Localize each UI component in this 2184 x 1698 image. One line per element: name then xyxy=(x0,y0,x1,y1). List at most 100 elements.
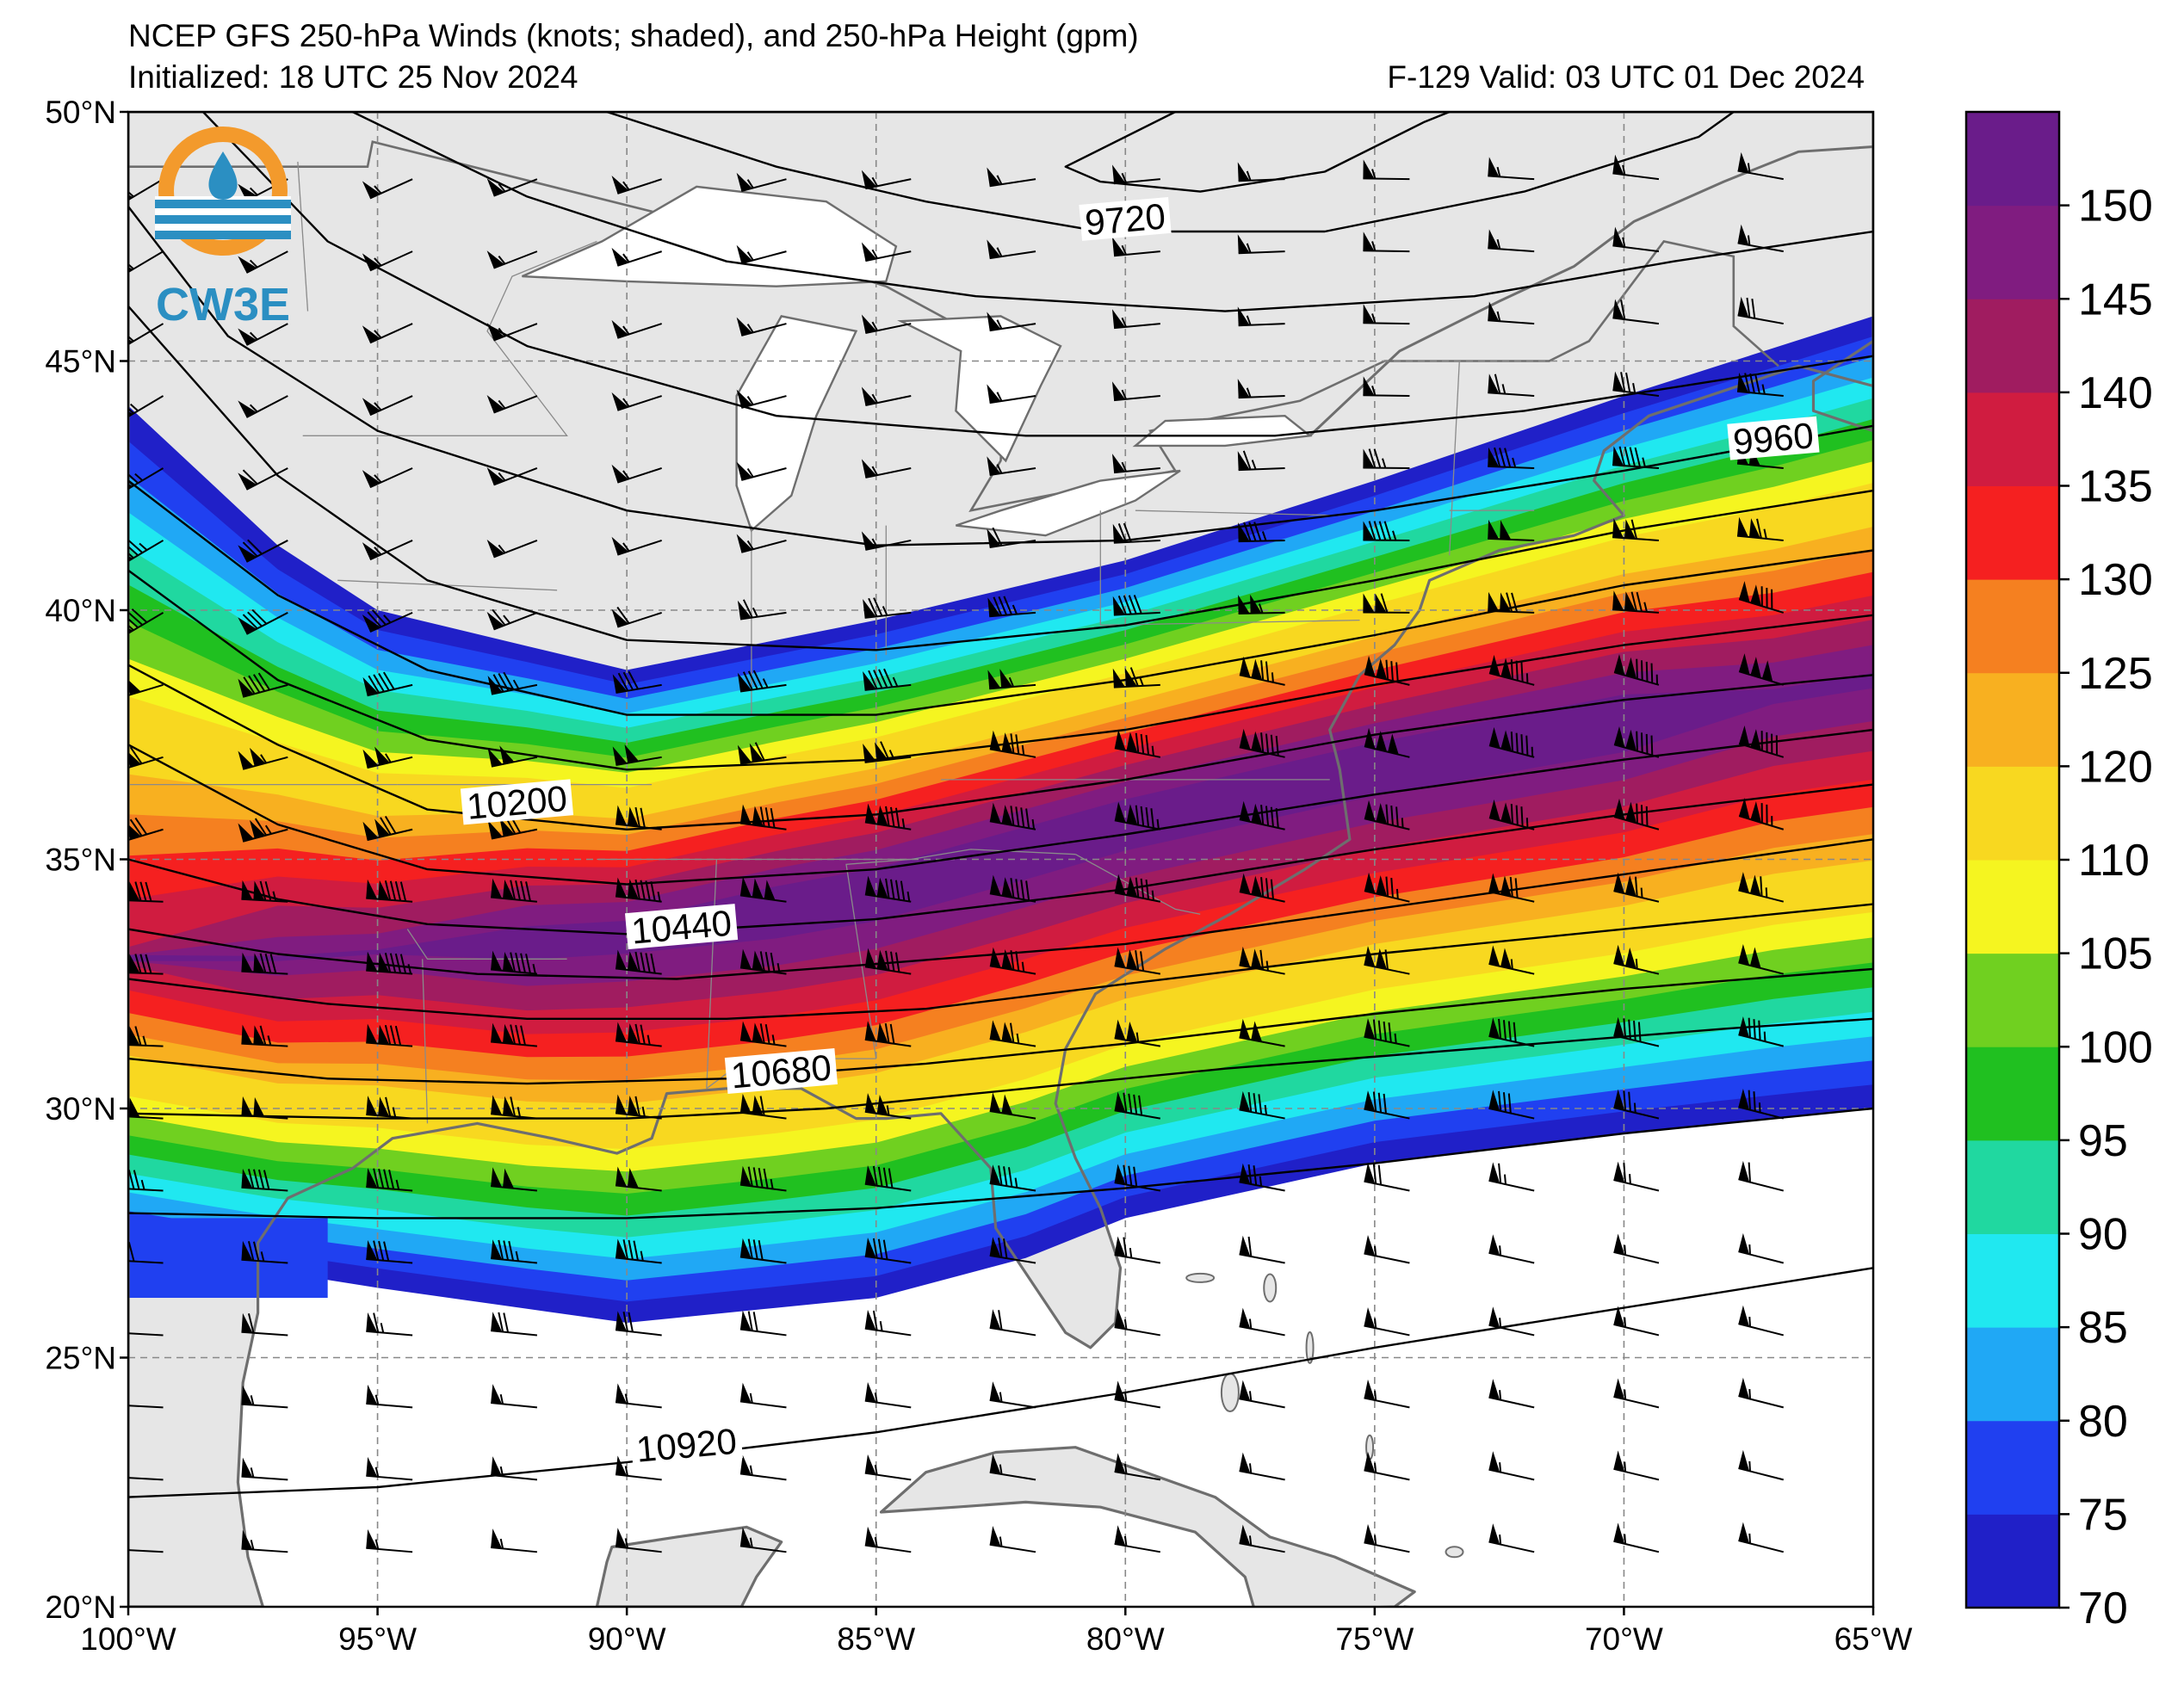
wind-barb xyxy=(739,1093,787,1120)
barb-flag xyxy=(764,880,776,900)
barb-half-feather xyxy=(1632,382,1636,393)
barb-shaft xyxy=(128,1260,164,1264)
barb-flag xyxy=(861,242,877,262)
barb-half-feather xyxy=(380,1323,385,1333)
wind-barb xyxy=(1239,1380,1285,1409)
national-border-0 xyxy=(128,140,1779,513)
barb-feather xyxy=(128,624,134,632)
wind-barb xyxy=(1738,1160,1785,1192)
contour-label: 9960 xyxy=(1727,415,1820,462)
barb-feather xyxy=(1373,448,1382,468)
barb-flag xyxy=(238,400,257,417)
barb-half-feather xyxy=(498,327,506,337)
wind-barb xyxy=(1112,595,1160,616)
height-contour-labels: 9720 9960 10200 10440 10680 10920 xyxy=(460,195,1820,1470)
barb-feather xyxy=(998,1310,1003,1331)
wind-barb xyxy=(366,1384,413,1409)
wind-barb xyxy=(989,730,1036,758)
barb-feather xyxy=(872,1238,878,1258)
barb-flag xyxy=(1239,1452,1251,1473)
barb-feather xyxy=(752,1312,758,1332)
barb-feather xyxy=(1138,1095,1143,1115)
barb-feather xyxy=(640,1024,646,1045)
barb-flag xyxy=(1500,948,1512,969)
barb-feather xyxy=(1010,733,1015,754)
wind-barb xyxy=(1237,379,1285,399)
barb-half-feather xyxy=(1401,818,1404,828)
contour-label: 9720 xyxy=(1079,195,1172,243)
barb-half-feather xyxy=(515,1250,519,1262)
barb-feather xyxy=(510,952,516,972)
barb-feather xyxy=(389,880,397,901)
barb-flag xyxy=(1001,1022,1013,1043)
great-lake-3 xyxy=(956,469,1181,537)
barb-flag xyxy=(378,1024,390,1045)
barb-half-feather xyxy=(874,1392,878,1403)
barb-feather xyxy=(616,606,630,624)
wind-barb xyxy=(736,244,787,264)
barb-flag xyxy=(241,1096,253,1116)
barb-shaft xyxy=(1364,1469,1410,1481)
wind-barb xyxy=(491,950,537,975)
barb-feather xyxy=(367,611,382,628)
wind-barb xyxy=(486,395,538,414)
wind-barb xyxy=(1239,656,1285,686)
barb-flag xyxy=(876,1022,888,1043)
barb-feather xyxy=(1242,450,1252,470)
barb-half-feather xyxy=(128,335,134,343)
barb-feather xyxy=(1498,1018,1502,1040)
wind-barb xyxy=(1488,157,1535,181)
barb-feather xyxy=(752,1167,758,1188)
barb-feather xyxy=(1634,447,1641,467)
barb-half-feather xyxy=(1259,1176,1263,1187)
barb-flag xyxy=(366,879,378,899)
state-border-3 xyxy=(716,849,1076,861)
barb-half-feather xyxy=(1016,1033,1020,1044)
barb-half-feather xyxy=(776,963,781,973)
wind-barb xyxy=(366,1528,413,1553)
barb-shaft xyxy=(491,1257,537,1264)
barb-half-feather xyxy=(1747,163,1751,174)
wind-barb xyxy=(1239,946,1285,975)
barb-shaft xyxy=(128,1188,164,1192)
wind-barb xyxy=(615,1094,662,1120)
barb-flag xyxy=(1376,803,1388,824)
colorbar-segment-135 xyxy=(1966,392,2059,486)
barb-flag xyxy=(128,680,141,695)
barb-flag xyxy=(1500,520,1512,540)
barb-flag xyxy=(117,1242,128,1262)
barb-feather xyxy=(742,599,753,618)
barb-feather xyxy=(129,818,143,837)
barb-flag xyxy=(612,746,628,766)
barb-feather xyxy=(752,670,764,689)
wind-barb xyxy=(1239,873,1285,903)
barb-half-feather xyxy=(1374,1462,1377,1473)
colorbar-segment-120 xyxy=(1966,672,2059,767)
wind-barb xyxy=(1613,1233,1660,1264)
barb-shaft xyxy=(1488,1251,1535,1264)
barb-flag xyxy=(1001,949,1013,970)
wind-barb xyxy=(1738,726,1785,758)
barb-flag xyxy=(1364,800,1376,822)
height-contour-9 xyxy=(128,728,1873,886)
barb-flag xyxy=(989,730,1001,751)
barb-flag xyxy=(987,456,1001,476)
contour-label-text: 9960 xyxy=(1731,415,1815,462)
lat-tick-label: 40°N xyxy=(45,593,116,628)
height-contour-8 xyxy=(128,664,1873,830)
barb-feather xyxy=(1640,732,1643,753)
barb-flag xyxy=(238,472,257,490)
barb-shaft xyxy=(989,1326,1036,1337)
wind-barb xyxy=(615,877,662,903)
barb-feather xyxy=(128,617,139,628)
barb-shaft xyxy=(617,395,662,411)
barb-half-feather xyxy=(1246,170,1252,182)
barb-shaft xyxy=(617,611,662,628)
barb-feather xyxy=(252,1169,260,1189)
barb-flag xyxy=(1612,446,1624,466)
barb-flag xyxy=(128,954,140,973)
wind-barb xyxy=(1364,946,1410,975)
barb-flag xyxy=(739,1021,752,1042)
wind-barb xyxy=(1613,726,1660,758)
barb-shaft xyxy=(1612,172,1660,181)
